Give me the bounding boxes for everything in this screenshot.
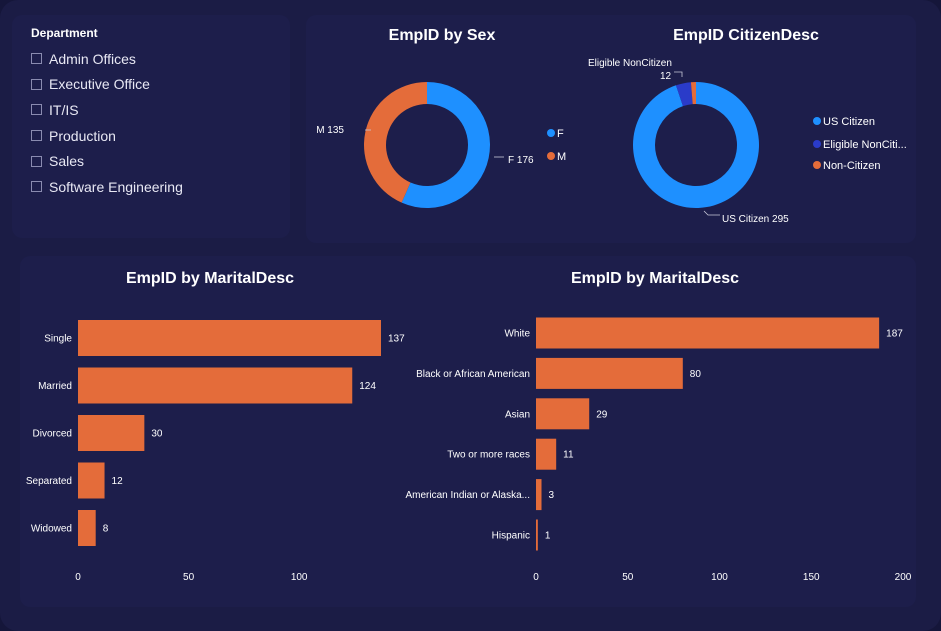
legend-eligible-label: Eligible NonCiti...	[823, 139, 907, 151]
legend-m-label: M	[557, 151, 566, 163]
marital-x-tick: 0	[75, 572, 81, 583]
marital-category-label: Divorced	[33, 429, 72, 440]
race-value-label: 29	[596, 409, 608, 420]
marital-value-label: 124	[359, 381, 376, 392]
slicer-checkbox[interactable]	[31, 155, 42, 167]
slicer-checkbox[interactable]	[31, 53, 42, 65]
slicer-item-label: Production	[49, 127, 116, 144]
slicer-item-label: Software Engineering	[49, 178, 183, 195]
race-chart-title: EmpID by MaritalDesc	[571, 270, 739, 287]
marital-bar-4[interactable]	[78, 510, 96, 546]
sex-chart-title: EmpID by Sex	[389, 27, 496, 44]
legend-noncitizen-label: Non-Citizen	[823, 160, 880, 172]
race-category-label: White	[504, 329, 530, 340]
race-category-label: Asian	[505, 409, 530, 420]
slicer-checkbox[interactable]	[31, 181, 42, 193]
legend-eligible-dot	[813, 140, 821, 148]
marital-chart-title: EmpID by MaritalDesc	[126, 270, 294, 287]
slice-f[interactable]	[401, 82, 490, 208]
race-bar-1[interactable]	[536, 357, 683, 389]
citizen-chart-title: EmpID CitizenDesc	[673, 27, 819, 44]
legend-us-dot	[813, 117, 821, 125]
citizen-donut	[633, 82, 759, 208]
legend-us-label: US Citizen	[823, 116, 875, 128]
slicer-item-label: Sales	[49, 153, 85, 170]
slice-m[interactable]	[364, 82, 427, 203]
race-category-label: Two or more races	[447, 450, 530, 461]
slicer-item-software-engineering[interactable]: Software Engineering	[31, 174, 183, 200]
marital-x-tick: 50	[183, 572, 195, 583]
race-value-label: 1	[545, 531, 551, 542]
marital-category-label: Single	[44, 334, 72, 345]
citizen-eligible-label: 12	[660, 71, 672, 82]
slicer-item-sales[interactable]: Sales	[31, 148, 183, 174]
slicer-item-it-is[interactable]: IT/IS	[31, 97, 183, 123]
race-x-tick: 100	[711, 572, 728, 583]
marital-category-label: Widowed	[31, 524, 72, 535]
marital-bar-2[interactable]	[78, 415, 145, 451]
sex-f-label: F 176	[508, 155, 534, 166]
donut-charts-panel: EmpID by Sex M 135 F 176 F M EmpID Citiz…	[306, 15, 916, 243]
slicer-item-production[interactable]: Production	[31, 123, 183, 149]
citizen-us-label: US Citizen 295	[722, 214, 789, 225]
marital-bar-1[interactable]	[78, 367, 353, 404]
race-x-tick: 150	[803, 572, 820, 583]
slicer-title: Department	[31, 26, 98, 40]
race-bar-5[interactable]	[536, 519, 538, 551]
race-bar-4[interactable]	[536, 479, 542, 511]
marital-category-label: Married	[38, 381, 72, 392]
marital-bar-3[interactable]	[78, 462, 105, 499]
marital-value-label: 8	[103, 524, 109, 535]
sex-m-label: M 135	[316, 125, 344, 136]
legend-noncitizen-dot	[813, 161, 821, 169]
slice-non-citizen[interactable]	[690, 82, 696, 105]
department-slicer: Department Admin Offices Executive Office…	[12, 15, 290, 238]
race-bar-3[interactable]	[536, 438, 557, 470]
race-x-tick: 50	[622, 572, 634, 583]
slicer-item-executive-office[interactable]: Executive Office	[31, 72, 183, 98]
race-bar-0[interactable]	[536, 317, 880, 349]
citizen-callout-leader	[674, 71, 683, 77]
marital-x-tick: 100	[291, 572, 308, 583]
race-value-label: 11	[563, 450, 574, 461]
legend-m-dot	[547, 152, 555, 160]
slicer-item-label: Admin Offices	[49, 50, 136, 67]
donut-charts-svg: EmpID by Sex M 135 F 176 F M EmpID Citiz…	[316, 27, 907, 225]
marital-category-label: Separated	[26, 476, 72, 487]
slicer-item-label: IT/IS	[49, 101, 79, 118]
legend-f-dot	[547, 129, 555, 137]
legend-f-label: F	[557, 128, 564, 140]
slice-eligible-noncitizen[interactable]	[675, 82, 693, 107]
sex-donut	[364, 82, 490, 208]
bar-charts-panel: EmpID by MaritalDesc Single 137 Married 124…	[20, 256, 916, 607]
race-value-label: 187	[886, 329, 903, 340]
slicer-list: Admin Offices Executive Office IT/IS Produc…	[31, 46, 183, 200]
race-category-label: Black or African American	[416, 369, 530, 380]
slice-us-citizen[interactable]	[633, 82, 759, 208]
slicer-item-label: Executive Office	[49, 76, 150, 93]
citizen-us-leader	[703, 210, 720, 216]
race-x-tick: 0	[533, 572, 539, 583]
race-bar-2[interactable]	[536, 398, 590, 430]
race-bar-chart: White 187 Black or African American 80 Asian…	[405, 317, 912, 583]
race-value-label: 3	[549, 490, 555, 501]
race-value-label: 80	[690, 369, 702, 380]
race-category-label: American Indian or Alaska...	[405, 490, 530, 501]
slicer-item-admin-offices[interactable]: Admin Offices	[31, 46, 183, 72]
slicer-checkbox[interactable]	[31, 104, 42, 116]
marital-value-label: 12	[112, 476, 124, 487]
slicer-checkbox[interactable]	[31, 78, 42, 90]
race-category-label: Hispanic	[492, 531, 530, 542]
race-x-tick: 200	[895, 572, 912, 583]
marital-bar-0[interactable]	[78, 320, 381, 356]
citizen-callout-label: Eligible NonCitizen	[588, 58, 672, 69]
slicer-checkbox[interactable]	[31, 130, 42, 142]
marital-bar-chart: Single 137 Married 124 Divorced 30 Separated 12…	[26, 320, 405, 583]
marital-value-label: 137	[388, 334, 405, 345]
bar-charts-svg: EmpID by MaritalDesc Single 137 Married 124…	[26, 270, 912, 583]
marital-value-label: 30	[151, 429, 163, 440]
